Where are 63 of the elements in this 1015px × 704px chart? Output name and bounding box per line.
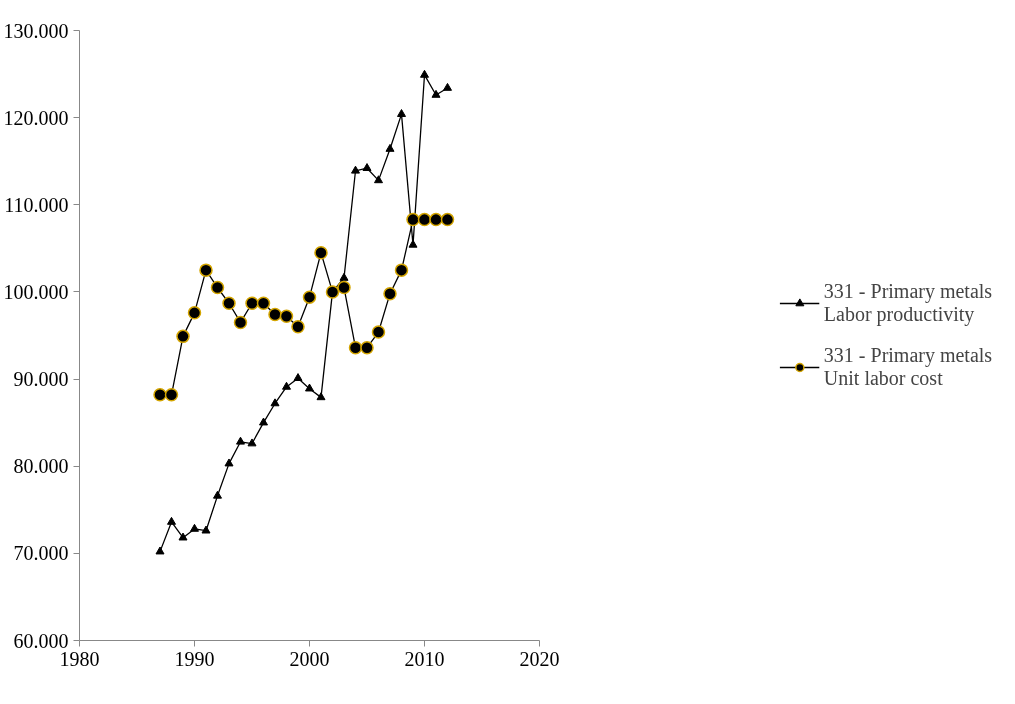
point — [213, 490, 222, 499]
point — [201, 525, 211, 534]
x-tick-label: 2000 — [289, 647, 330, 670]
point — [305, 383, 314, 392]
y-tick-label: 130.000 — [3, 19, 69, 42]
point — [408, 239, 418, 248]
point — [282, 381, 291, 390]
x-tick-label: 2010 — [404, 647, 445, 670]
y-tick-label: 100.000 — [3, 280, 69, 303]
point — [339, 272, 349, 281]
point — [394, 263, 409, 277]
y-tick-label: 80.000 — [13, 455, 69, 478]
point — [348, 340, 363, 355]
point — [256, 296, 271, 310]
point — [406, 212, 420, 227]
point — [233, 315, 248, 330]
point — [178, 532, 188, 541]
point — [167, 516, 176, 525]
y-tick-label: 70.000 — [13, 542, 69, 565]
point — [259, 417, 268, 426]
point — [247, 438, 257, 447]
point — [316, 392, 326, 401]
point — [385, 143, 395, 152]
point — [374, 175, 383, 184]
y-tick-label: 110.000 — [4, 193, 69, 216]
point — [371, 325, 386, 339]
point — [431, 89, 441, 98]
legend-label: 331 - Primary metals Unit labor cost — [823, 344, 993, 390]
point — [362, 163, 372, 171]
legend-label: 331 - Primary metals Labor productivity — [823, 280, 993, 326]
point — [222, 296, 236, 310]
point — [187, 306, 202, 320]
y-tick-label: 120.000 — [3, 106, 69, 129]
point — [383, 286, 397, 301]
point — [443, 82, 452, 91]
point — [420, 69, 429, 78]
point — [417, 212, 432, 227]
point — [155, 546, 165, 555]
point — [397, 109, 406, 117]
point — [190, 523, 199, 532]
y-tick-label: 90.000 — [13, 368, 69, 391]
point — [291, 320, 305, 334]
point — [153, 388, 167, 402]
point — [245, 296, 259, 310]
point — [236, 436, 245, 445]
point — [210, 280, 225, 295]
point — [176, 329, 190, 344]
point — [268, 307, 282, 322]
point — [302, 290, 317, 304]
point — [440, 212, 455, 227]
point — [199, 263, 213, 277]
x-tick-label: 2020 — [519, 647, 560, 670]
point — [279, 309, 294, 324]
point — [314, 245, 328, 260]
point — [164, 388, 179, 402]
point — [351, 165, 360, 174]
point — [224, 458, 234, 467]
point — [337, 280, 351, 295]
point — [360, 340, 374, 355]
x-tick-label: 1990 — [174, 647, 215, 670]
point — [293, 373, 303, 382]
point — [429, 212, 443, 227]
point — [270, 398, 280, 407]
